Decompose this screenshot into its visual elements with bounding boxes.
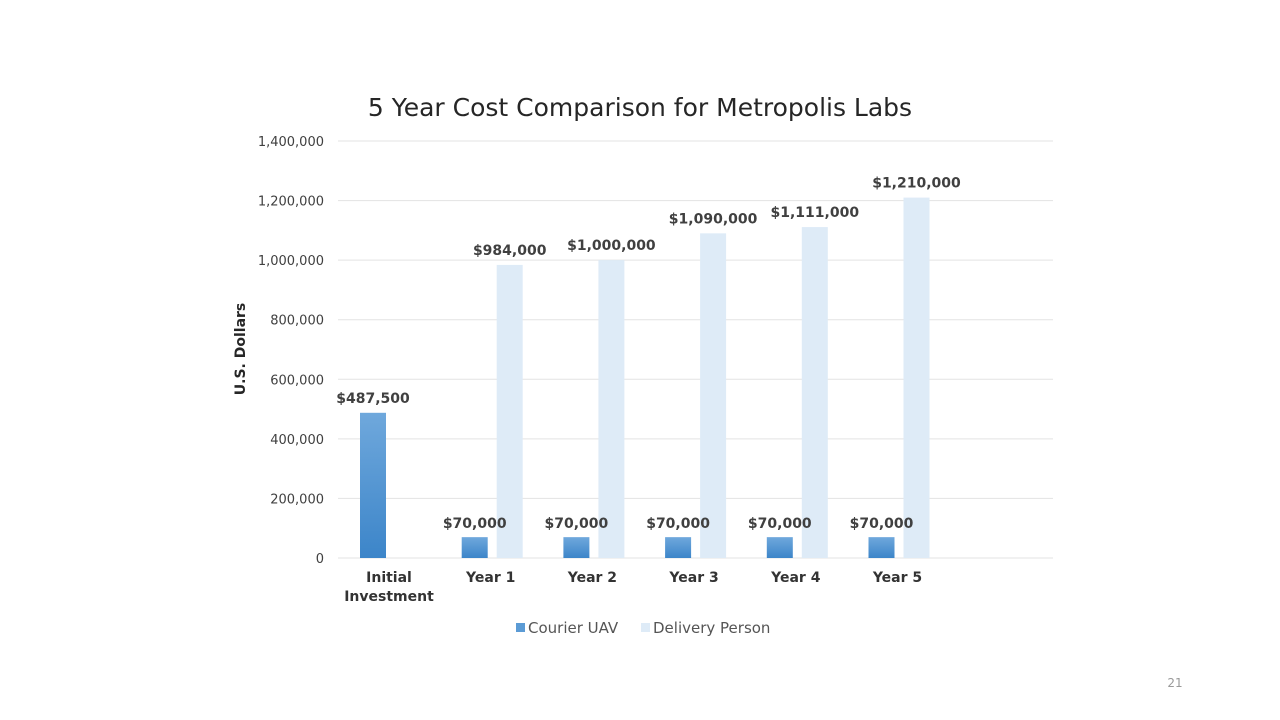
data-label: $70,000	[646, 516, 710, 532]
legend-swatch-courier-uav	[516, 623, 525, 632]
y-tick-label: 800,000	[270, 314, 324, 329]
bar-delivery-person	[700, 233, 727, 559]
y-tick-label: 200,000	[270, 492, 324, 507]
data-label: $1,210,000	[872, 176, 961, 192]
x-category-label: Year 3	[668, 570, 718, 586]
gridlines	[338, 140, 1053, 559]
x-category-label: Investment	[344, 589, 434, 605]
data-labels: $487,500 $70,000 $984,000 $70,000 $1,000,000…	[336, 176, 961, 532]
x-category-label: Year 2	[567, 570, 617, 586]
x-category-label: Year 5	[872, 570, 922, 586]
bars	[360, 197, 930, 559]
y-tick-label: 1,200,000	[258, 195, 324, 210]
y-tick-label: 600,000	[270, 373, 324, 388]
x-category-label: Year 1	[465, 570, 515, 586]
data-label: $70,000	[545, 516, 609, 532]
slide-number: 21	[1167, 676, 1182, 690]
y-tick-label: 1,000,000	[258, 254, 324, 269]
data-label: $487,500	[336, 391, 410, 407]
y-tick-label: 0	[316, 552, 324, 567]
y-axis-ticks: 0 200,000 400,000 600,000 800,000 1,000,000 1,…	[258, 135, 324, 567]
bar-courier-uav	[563, 537, 590, 558]
y-tick-label: 400,000	[270, 433, 324, 448]
data-label: $1,111,000	[771, 205, 860, 221]
data-label: $1,090,000	[669, 211, 758, 227]
x-axis-categories: Initial Investment Year 1 Year 2 Year 3 Year …	[344, 570, 922, 605]
bar-courier-uav	[461, 537, 488, 558]
y-tick-label: 1,400,000	[258, 135, 324, 150]
bar-courier-uav	[665, 537, 692, 558]
legend-label: Courier UAV	[528, 619, 619, 637]
bar-courier-uav	[360, 412, 386, 558]
bar-courier-uav	[766, 537, 793, 558]
y-axis-label: U.S. Dollars	[233, 303, 249, 395]
data-label: $984,000	[473, 243, 547, 259]
data-label: $70,000	[850, 516, 914, 532]
bar-delivery-person	[801, 227, 828, 558]
legend-label: Delivery Person	[653, 619, 770, 637]
legend: Courier UAV Delivery Person	[516, 619, 770, 637]
bar-delivery-person	[598, 260, 625, 558]
x-category-label: Initial	[366, 570, 412, 586]
data-label: $70,000	[748, 516, 812, 532]
x-category-label: Year 4	[770, 570, 821, 586]
data-label: $70,000	[443, 516, 507, 532]
data-label: $1,000,000	[567, 238, 656, 254]
bar-delivery-person	[903, 197, 930, 559]
bar-courier-uav	[868, 537, 895, 558]
bar-delivery-person	[496, 264, 523, 558]
legend-swatch-delivery-person	[641, 623, 650, 632]
chart-title: 5 Year Cost Comparison for Metropolis La…	[368, 93, 912, 122]
